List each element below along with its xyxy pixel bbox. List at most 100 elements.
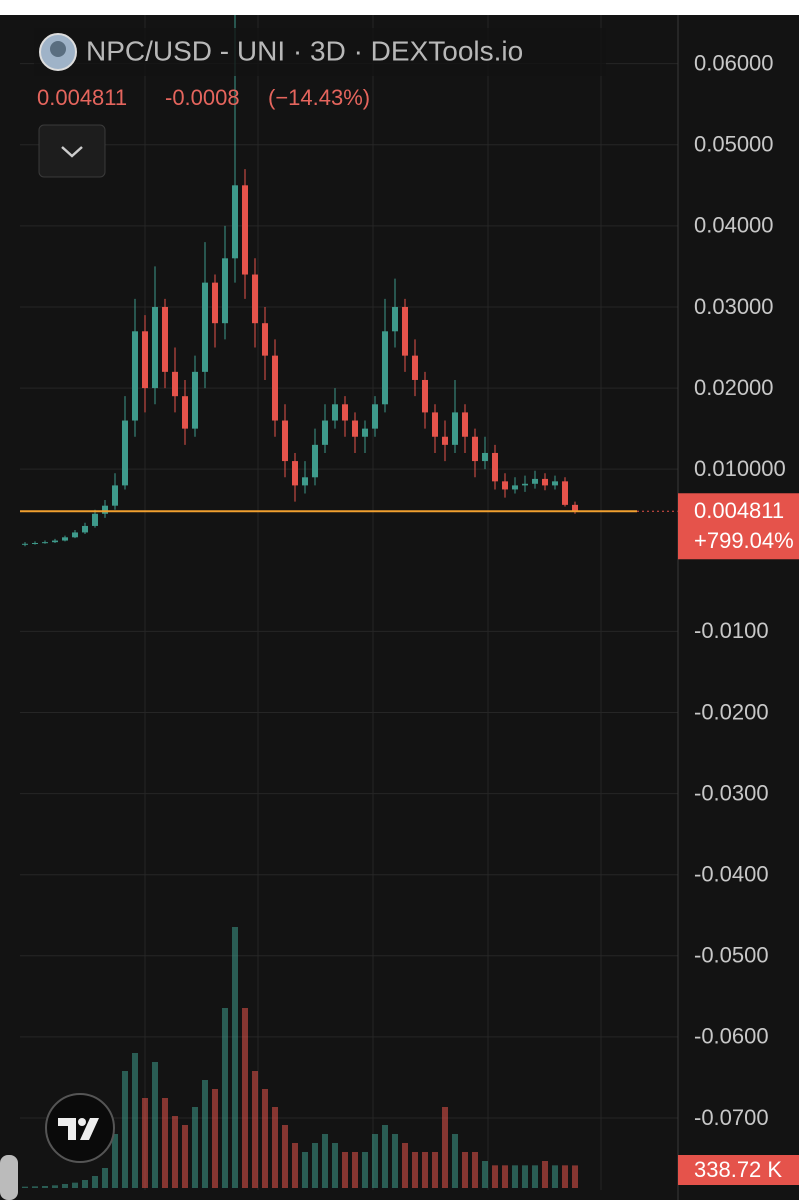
volume-bar: [382, 1125, 388, 1188]
candle-body: [312, 444, 318, 478]
volume-bar: [272, 1107, 278, 1188]
volume-bar: [422, 1152, 428, 1188]
candle-body: [432, 412, 438, 437]
volume-bar: [452, 1134, 458, 1188]
y-tick-label: 0.03000: [694, 294, 774, 319]
candle-body: [472, 436, 478, 462]
y-tick-label: 0.02000: [694, 375, 774, 400]
volume-bar: [322, 1134, 328, 1188]
y-tick-label: -0.0300: [694, 780, 769, 805]
top-edge: [0, 0, 799, 15]
volume-bar: [522, 1165, 528, 1188]
volume-bar: [232, 927, 238, 1188]
volume-bar: [282, 1125, 288, 1188]
candle-body: [452, 412, 458, 445]
y-tick-label: 0.010000: [694, 456, 786, 481]
volume-bar: [152, 1062, 158, 1188]
candle-body: [542, 478, 548, 486]
volume-bar: [252, 1071, 258, 1188]
volume-label: 338.72 K: [694, 1157, 782, 1182]
volume-bar: [132, 1053, 138, 1188]
candle-body: [522, 483, 528, 486]
volume-bar: [372, 1134, 378, 1188]
candle-body: [512, 485, 518, 490]
volume-bar: [472, 1152, 478, 1188]
volume-bar: [52, 1185, 58, 1188]
volume-bar: [22, 1186, 28, 1188]
header: NPC/USD - UNI · 3D · DEXTools.io 0.00481…: [34, 28, 606, 178]
volume-bar: [42, 1186, 48, 1188]
volume-bar: [242, 1008, 248, 1188]
candle-body: [252, 274, 258, 324]
candle-body: [182, 396, 188, 429]
candle-body: [82, 525, 88, 533]
candle-body: [112, 485, 118, 506]
candle-body: [412, 355, 418, 380]
volume-bar: [562, 1165, 568, 1188]
volume-bar: [362, 1152, 368, 1188]
y-tick-label: -0.0600: [694, 1024, 769, 1049]
volume-bar: [542, 1161, 548, 1188]
volume-bar: [202, 1080, 208, 1188]
volume-bar: [62, 1184, 68, 1188]
volume-bar: [112, 1134, 118, 1188]
price-change: -0.0008: [165, 85, 240, 110]
candle-body: [92, 513, 98, 526]
candle-body: [492, 452, 498, 482]
candle-body: [42, 542, 48, 544]
candle-body: [302, 477, 308, 486]
candle-body: [262, 323, 268, 356]
price-label: 0.004811: [694, 498, 784, 523]
volume-bar: [92, 1176, 98, 1188]
volume-bar: [142, 1098, 148, 1188]
tradingview-logo[interactable]: [45, 1093, 115, 1163]
logo-dot: [78, 1118, 86, 1126]
price-label-bg: [678, 493, 799, 560]
volume-bar: [102, 1168, 108, 1188]
candle-body: [32, 542, 38, 544]
volume-bar: [192, 1107, 198, 1188]
volume-bar: [32, 1186, 38, 1188]
candle-body: [62, 537, 68, 541]
candle-body: [102, 505, 108, 514]
logo-circle[interactable]: [45, 1093, 115, 1163]
last-price: 0.004811: [37, 85, 127, 110]
candle-body: [332, 404, 338, 421]
y-tick-label: -0.0200: [694, 699, 769, 724]
volume-bar: [332, 1143, 338, 1188]
volume-bar: [222, 1008, 228, 1188]
volume-bar: [292, 1143, 298, 1188]
scrollbar[interactable]: [0, 1155, 18, 1200]
candle-body: [462, 412, 468, 437]
candle-body: [72, 532, 78, 538]
candles: [22, 15, 578, 547]
volume-bar: [172, 1116, 178, 1188]
y-tick-label: 0.05000: [694, 132, 774, 157]
title-bg: [34, 28, 606, 76]
y-tick-label: -0.0400: [694, 862, 769, 887]
candle-body: [392, 306, 398, 332]
candle-body: [362, 428, 368, 437]
volume-bar: [482, 1161, 488, 1188]
candle-body: [372, 404, 378, 429]
volume-bar: [442, 1107, 448, 1188]
y-tick-label: -0.0100: [694, 618, 769, 643]
candle-body: [152, 306, 158, 389]
y-tick-label: 0.04000: [694, 213, 774, 238]
candle-body: [142, 331, 148, 389]
candle-body: [132, 331, 138, 421]
candle-body: [322, 420, 328, 445]
volume-bar: [82, 1180, 88, 1188]
chart-title: NPC/USD - UNI · 3D · DEXTools.io: [86, 35, 523, 66]
total-change-label: +799.04%: [694, 528, 794, 553]
volume-bar: [162, 1098, 168, 1188]
candle-body: [402, 306, 408, 356]
volume-bar: [412, 1152, 418, 1188]
candle-body: [202, 282, 208, 372]
collapse-button[interactable]: [38, 124, 106, 178]
candle-body: [212, 282, 218, 324]
candle-body: [242, 185, 248, 275]
volume-bar: [432, 1152, 438, 1188]
